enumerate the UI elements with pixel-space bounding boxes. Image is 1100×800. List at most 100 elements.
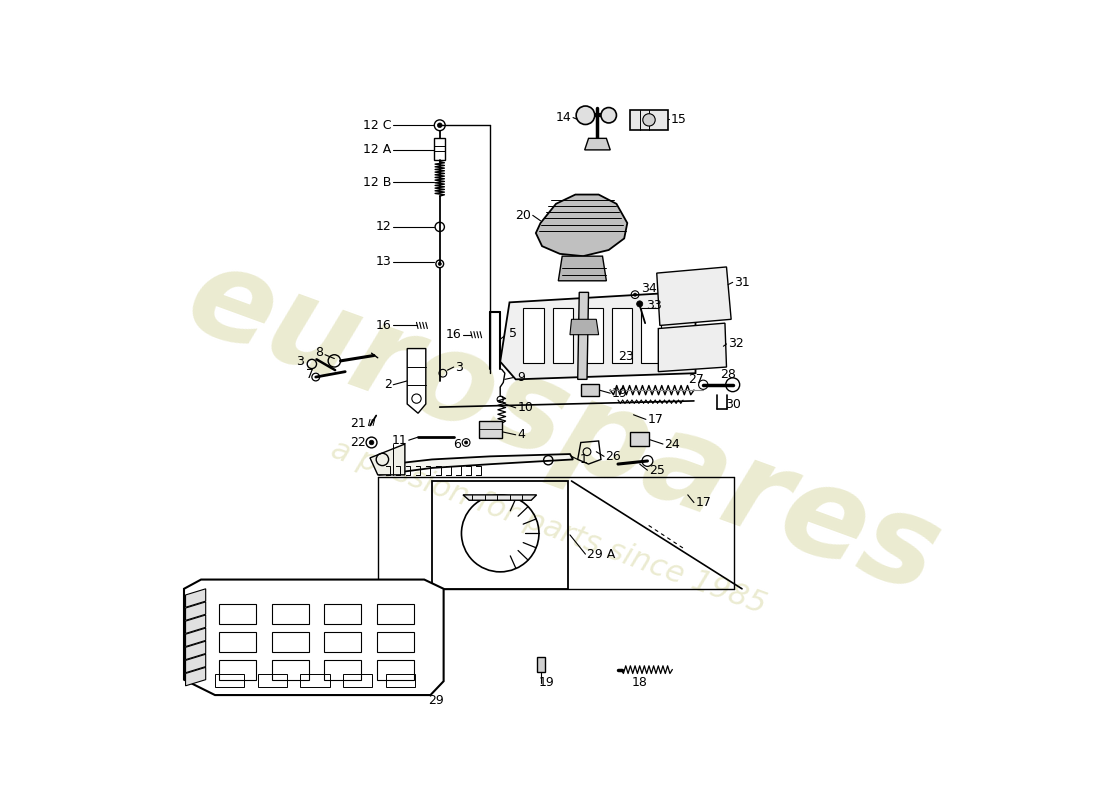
- Text: 12 B: 12 B: [363, 176, 392, 189]
- Text: 15: 15: [671, 113, 686, 126]
- Text: 9: 9: [517, 370, 525, 383]
- Bar: [538, 657, 546, 672]
- Text: a passion for parts since 1985: a passion for parts since 1985: [327, 434, 770, 620]
- Text: 29: 29: [428, 694, 443, 707]
- Polygon shape: [570, 319, 598, 334]
- Polygon shape: [184, 579, 443, 695]
- Polygon shape: [186, 654, 206, 673]
- Bar: [434, 138, 446, 160]
- Bar: [377, 660, 415, 680]
- Text: eurospares: eurospares: [172, 235, 956, 619]
- Text: 16: 16: [376, 319, 392, 332]
- Text: 24: 24: [664, 438, 680, 450]
- Polygon shape: [657, 267, 732, 326]
- Polygon shape: [658, 323, 726, 372]
- Text: 30: 30: [725, 398, 740, 410]
- Text: 19: 19: [539, 676, 554, 690]
- Polygon shape: [500, 292, 695, 379]
- Bar: [324, 632, 362, 652]
- Text: 13: 13: [376, 255, 392, 268]
- Polygon shape: [370, 444, 405, 475]
- Text: 32: 32: [728, 338, 744, 350]
- Text: 7: 7: [306, 368, 315, 382]
- Text: 5: 5: [509, 326, 517, 340]
- Bar: [553, 308, 573, 363]
- Circle shape: [438, 123, 442, 127]
- Bar: [324, 604, 362, 624]
- Bar: [300, 674, 330, 687]
- Bar: [219, 632, 256, 652]
- Polygon shape: [585, 138, 611, 150]
- Polygon shape: [186, 667, 206, 686]
- Text: 29 A: 29 A: [587, 548, 615, 561]
- Text: 2: 2: [384, 378, 392, 391]
- Polygon shape: [186, 602, 206, 620]
- Circle shape: [464, 441, 468, 444]
- Circle shape: [634, 293, 637, 296]
- Text: 8: 8: [316, 346, 323, 359]
- Bar: [641, 308, 661, 363]
- Text: 18: 18: [631, 676, 648, 690]
- Bar: [612, 308, 631, 363]
- Text: 12: 12: [376, 220, 392, 234]
- Text: 6: 6: [453, 438, 462, 451]
- Bar: [324, 660, 362, 680]
- Text: 14: 14: [556, 111, 572, 124]
- Circle shape: [642, 114, 656, 126]
- Polygon shape: [377, 454, 573, 475]
- Text: 12 C: 12 C: [363, 118, 392, 132]
- Bar: [629, 110, 669, 130]
- Bar: [219, 660, 256, 680]
- Text: 20: 20: [515, 209, 531, 222]
- Polygon shape: [559, 256, 606, 281]
- Polygon shape: [463, 495, 537, 500]
- Text: 19: 19: [612, 386, 627, 400]
- Circle shape: [438, 262, 441, 266]
- Text: 3: 3: [455, 361, 463, 374]
- Text: 4: 4: [517, 428, 525, 442]
- Bar: [524, 308, 543, 363]
- Bar: [377, 604, 415, 624]
- Bar: [582, 308, 603, 363]
- Polygon shape: [536, 194, 627, 256]
- Circle shape: [637, 301, 642, 307]
- Text: 28: 28: [720, 368, 736, 382]
- Bar: [581, 384, 600, 396]
- Text: 27: 27: [688, 373, 704, 386]
- Text: 34: 34: [641, 282, 657, 295]
- Bar: [272, 604, 309, 624]
- Polygon shape: [186, 589, 206, 607]
- Circle shape: [601, 107, 616, 123]
- Text: 11: 11: [392, 434, 407, 446]
- Text: 3: 3: [296, 355, 304, 368]
- Polygon shape: [578, 292, 588, 379]
- Text: 22: 22: [351, 436, 366, 449]
- Text: 26: 26: [606, 450, 621, 463]
- Bar: [272, 660, 309, 680]
- Text: 12 A: 12 A: [363, 143, 392, 157]
- Circle shape: [370, 440, 374, 445]
- Polygon shape: [186, 641, 206, 660]
- Text: 21: 21: [351, 417, 366, 430]
- Bar: [272, 632, 309, 652]
- Text: 25: 25: [649, 464, 664, 477]
- Text: 16: 16: [446, 328, 462, 341]
- Circle shape: [576, 106, 595, 125]
- Text: 17: 17: [695, 496, 712, 509]
- Text: 1: 1: [580, 453, 587, 466]
- Polygon shape: [407, 349, 426, 414]
- Bar: [343, 674, 372, 687]
- Text: 17: 17: [648, 413, 663, 426]
- Bar: [478, 421, 502, 438]
- Bar: [377, 632, 415, 652]
- Text: 33: 33: [646, 299, 662, 312]
- Bar: [214, 674, 244, 687]
- Polygon shape: [186, 615, 206, 634]
- Bar: [630, 432, 649, 446]
- Text: 10: 10: [517, 402, 534, 414]
- Polygon shape: [186, 628, 206, 646]
- Text: 31: 31: [735, 276, 750, 289]
- Bar: [257, 674, 287, 687]
- Bar: [385, 674, 415, 687]
- Bar: [219, 604, 256, 624]
